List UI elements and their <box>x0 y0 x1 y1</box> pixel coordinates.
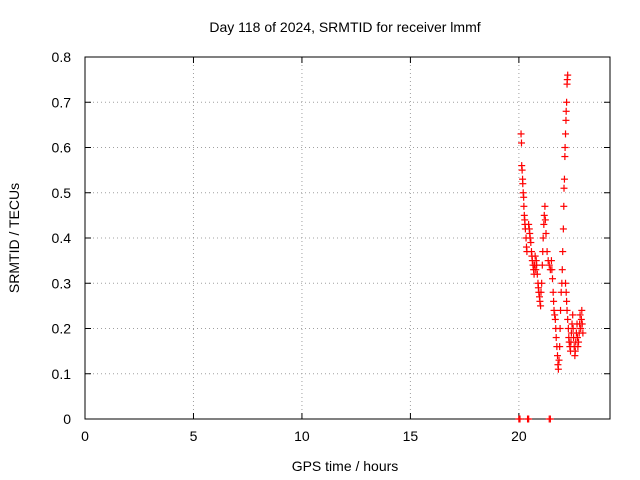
data-point <box>563 98 571 106</box>
data-points <box>515 71 587 423</box>
data-point <box>560 184 568 192</box>
x-tick-label: 5 <box>190 428 198 444</box>
data-point <box>556 325 564 332</box>
data-point <box>527 239 535 247</box>
data-point <box>520 202 528 210</box>
data-point <box>569 325 577 332</box>
data-point <box>561 153 569 161</box>
data-point <box>539 234 547 242</box>
data-point <box>541 202 549 210</box>
data-point <box>564 315 572 323</box>
data-point <box>546 415 554 423</box>
data-point <box>532 266 540 274</box>
x-tick-label: 10 <box>294 428 310 444</box>
data-point <box>552 334 560 342</box>
y-tick-label: 0.2 <box>52 321 72 337</box>
y-tick-label: 0.6 <box>52 140 72 156</box>
data-point <box>550 306 558 314</box>
data-point <box>547 257 555 265</box>
x-tick-label: 15 <box>403 428 419 444</box>
data-point <box>548 266 556 274</box>
data-point <box>517 139 525 147</box>
data-point <box>533 270 541 278</box>
data-point <box>526 234 534 242</box>
data-point <box>563 306 571 314</box>
data-point <box>562 116 570 124</box>
data-point <box>555 356 563 364</box>
data-point <box>538 261 546 269</box>
data-point <box>574 343 582 351</box>
data-point <box>545 261 553 269</box>
data-point <box>540 211 548 219</box>
y-tick-label: 0.1 <box>52 366 72 382</box>
data-point <box>554 352 561 360</box>
data-point <box>562 107 570 115</box>
data-point <box>537 288 545 296</box>
data-point <box>550 297 558 305</box>
data-point <box>575 338 583 346</box>
data-point <box>519 180 527 188</box>
data-point <box>563 297 571 305</box>
data-point <box>578 320 586 328</box>
data-point <box>549 288 557 296</box>
data-point <box>525 415 533 423</box>
data-point <box>537 302 545 310</box>
data-point <box>562 130 570 138</box>
x-tick-label: 0 <box>81 428 89 444</box>
data-point <box>577 325 585 332</box>
grid-layer <box>85 57 610 419</box>
data-point <box>569 311 577 319</box>
data-point <box>560 175 568 183</box>
data-point <box>520 193 528 201</box>
y-axis-label: SRMTID / TECUs <box>6 183 22 293</box>
data-point <box>538 279 546 287</box>
data-point <box>554 365 562 373</box>
x-axis-label: GPS time / hours <box>292 458 399 474</box>
data-point <box>571 347 579 355</box>
data-point <box>531 252 539 260</box>
data-point <box>556 343 564 351</box>
data-point <box>560 202 568 210</box>
data-point <box>551 315 559 323</box>
data-point <box>549 275 557 283</box>
data-point <box>562 279 570 287</box>
data-point <box>579 329 587 337</box>
data-point <box>573 334 581 342</box>
data-point <box>536 297 544 305</box>
data-point <box>551 311 559 319</box>
data-point <box>564 71 572 79</box>
data-point <box>518 166 526 174</box>
chart-title: Day 118 of 2024, SRMTID for receiver lmm… <box>209 19 480 35</box>
data-point <box>540 220 548 228</box>
tick-layer: 0 5 10 15 20 0 0.1 0.2 0.3 0.4 0.5 0.6 0.7 0.8 <box>52 49 610 444</box>
data-point <box>525 220 533 228</box>
data-point <box>558 266 566 274</box>
y-tick-label: 0 <box>63 411 71 427</box>
data-point <box>517 130 525 138</box>
data-point <box>541 216 549 224</box>
data-point <box>542 229 550 237</box>
data-point <box>516 415 524 423</box>
y-tick-label: 0.3 <box>52 275 72 291</box>
y-tick-label: 0.5 <box>52 185 72 201</box>
data-point <box>559 248 567 256</box>
y-tick-label: 0.4 <box>52 230 72 246</box>
data-point <box>578 306 586 314</box>
data-point <box>562 288 570 296</box>
y-tick-label: 0.8 <box>52 49 72 65</box>
data-point <box>559 225 567 233</box>
data-point <box>577 315 585 323</box>
data-point <box>576 311 584 319</box>
data-point <box>557 306 565 314</box>
data-point <box>561 144 569 151</box>
x-tick-label: 20 <box>511 428 527 444</box>
y-tick-label: 0.7 <box>52 94 72 110</box>
data-point <box>543 248 551 256</box>
